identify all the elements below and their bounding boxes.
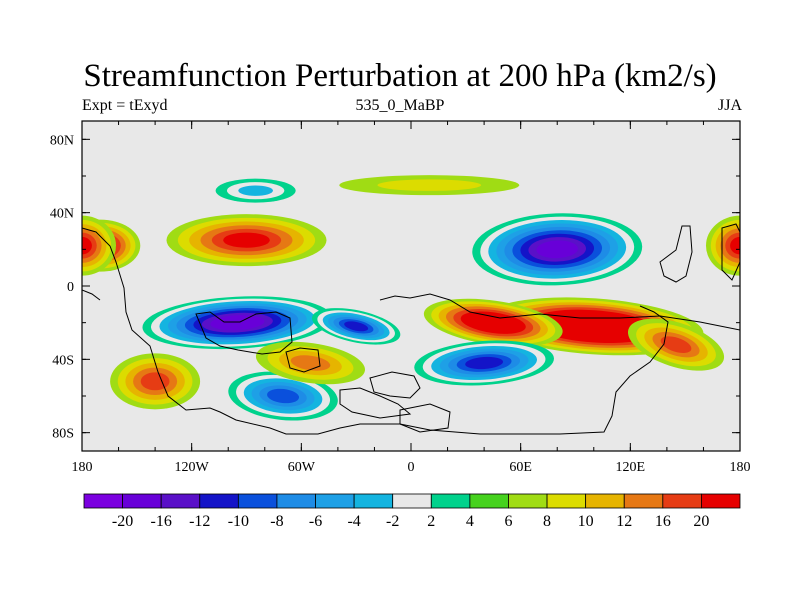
colorbar-swatch bbox=[276, 493, 316, 509]
contour-band bbox=[743, 235, 774, 255]
coastlines bbox=[82, 223, 740, 435]
colorbar-label: -6 bbox=[309, 513, 322, 530]
y-tick-label: 80N bbox=[50, 133, 74, 148]
colorbar-label: 12 bbox=[616, 513, 632, 530]
y-axis: 80N 40N 0 40S 80S bbox=[50, 133, 740, 442]
y-tick-label: 80S bbox=[52, 427, 74, 442]
colorbar-label: 10 bbox=[578, 513, 594, 530]
colorbar-label: 6 bbox=[504, 513, 512, 530]
colorbar-label: 16 bbox=[655, 513, 671, 530]
colorbar-swatch bbox=[430, 493, 471, 509]
colorbar-swatch bbox=[585, 493, 625, 509]
colorbar-swatch bbox=[122, 493, 162, 509]
colorbar-swatch bbox=[662, 493, 702, 509]
contour-band bbox=[465, 356, 504, 370]
x-tick-label: 120E bbox=[616, 460, 646, 475]
colorbar-swatch bbox=[315, 493, 355, 509]
colorbar-swatch bbox=[353, 493, 394, 509]
colorbar-label: 20 bbox=[693, 513, 709, 530]
contour-band bbox=[267, 388, 300, 404]
colorbar-swatch bbox=[392, 493, 432, 509]
colorbar-label: -10 bbox=[228, 513, 249, 530]
colorbar-swatch bbox=[508, 493, 548, 509]
contour-field bbox=[82, 175, 774, 421]
contour-band bbox=[223, 232, 270, 248]
map-area bbox=[82, 121, 774, 451]
colorbar-label: 2 bbox=[427, 513, 435, 530]
colorbar-label: -16 bbox=[151, 513, 172, 530]
contour-band bbox=[344, 321, 369, 332]
experiment-label: Expt = tExyd bbox=[82, 97, 168, 114]
colorbar-label: -4 bbox=[347, 513, 360, 530]
x-tick-label: 180 bbox=[72, 460, 93, 475]
contour-band bbox=[290, 355, 331, 371]
colorbar-label: 4 bbox=[466, 513, 474, 530]
colorbar-swatch bbox=[469, 493, 509, 509]
colorbar-swatch bbox=[623, 493, 664, 509]
colorbar-swatch bbox=[160, 493, 201, 509]
contour-band bbox=[82, 236, 92, 255]
case-label: 535_0_MaBP bbox=[355, 97, 445, 114]
x-tick-label: 0 bbox=[408, 460, 415, 475]
season-label: JJA bbox=[717, 97, 742, 114]
colorbar-swatch bbox=[237, 493, 278, 509]
contour-band bbox=[737, 239, 740, 252]
contour-band bbox=[567, 319, 620, 334]
x-tick-label: 60E bbox=[509, 460, 532, 475]
colorbar-label: -12 bbox=[189, 513, 210, 530]
contour-band bbox=[730, 236, 740, 255]
colorbar-label: -8 bbox=[270, 513, 283, 530]
x-tick-label: 120W bbox=[175, 460, 210, 475]
contour-band bbox=[210, 315, 265, 331]
colorbar-label: -20 bbox=[112, 513, 133, 530]
colorbar-swatch bbox=[83, 493, 123, 509]
contour-band bbox=[660, 336, 692, 353]
colorbar: -20 -16 -12 -10 -8 -6 -4 -2 2 4 6 8 10 12 16 20 bbox=[83, 493, 741, 530]
y-tick-label: 0 bbox=[67, 280, 74, 295]
colorbar-swatch bbox=[701, 493, 741, 509]
x-axis: 180 120W 60W 0 60E 120E 180 bbox=[72, 121, 751, 475]
x-tick-label: 60W bbox=[288, 460, 316, 475]
contour-band bbox=[377, 179, 482, 191]
contour-band bbox=[475, 316, 512, 329]
chart-title: Streamfunction Perturbation at 200 hPa (… bbox=[83, 58, 717, 94]
contour-band bbox=[536, 240, 578, 259]
contour-band bbox=[238, 185, 273, 196]
colorbar-label: -2 bbox=[386, 513, 399, 530]
colorbar-label: 8 bbox=[543, 513, 551, 530]
x-tick-label: 180 bbox=[730, 460, 751, 475]
y-tick-label: 40N bbox=[50, 207, 74, 222]
colorbar-swatch bbox=[199, 493, 239, 509]
contour-band bbox=[140, 372, 170, 391]
y-tick-label: 40S bbox=[52, 353, 74, 368]
colorbar-swatch bbox=[546, 493, 587, 509]
